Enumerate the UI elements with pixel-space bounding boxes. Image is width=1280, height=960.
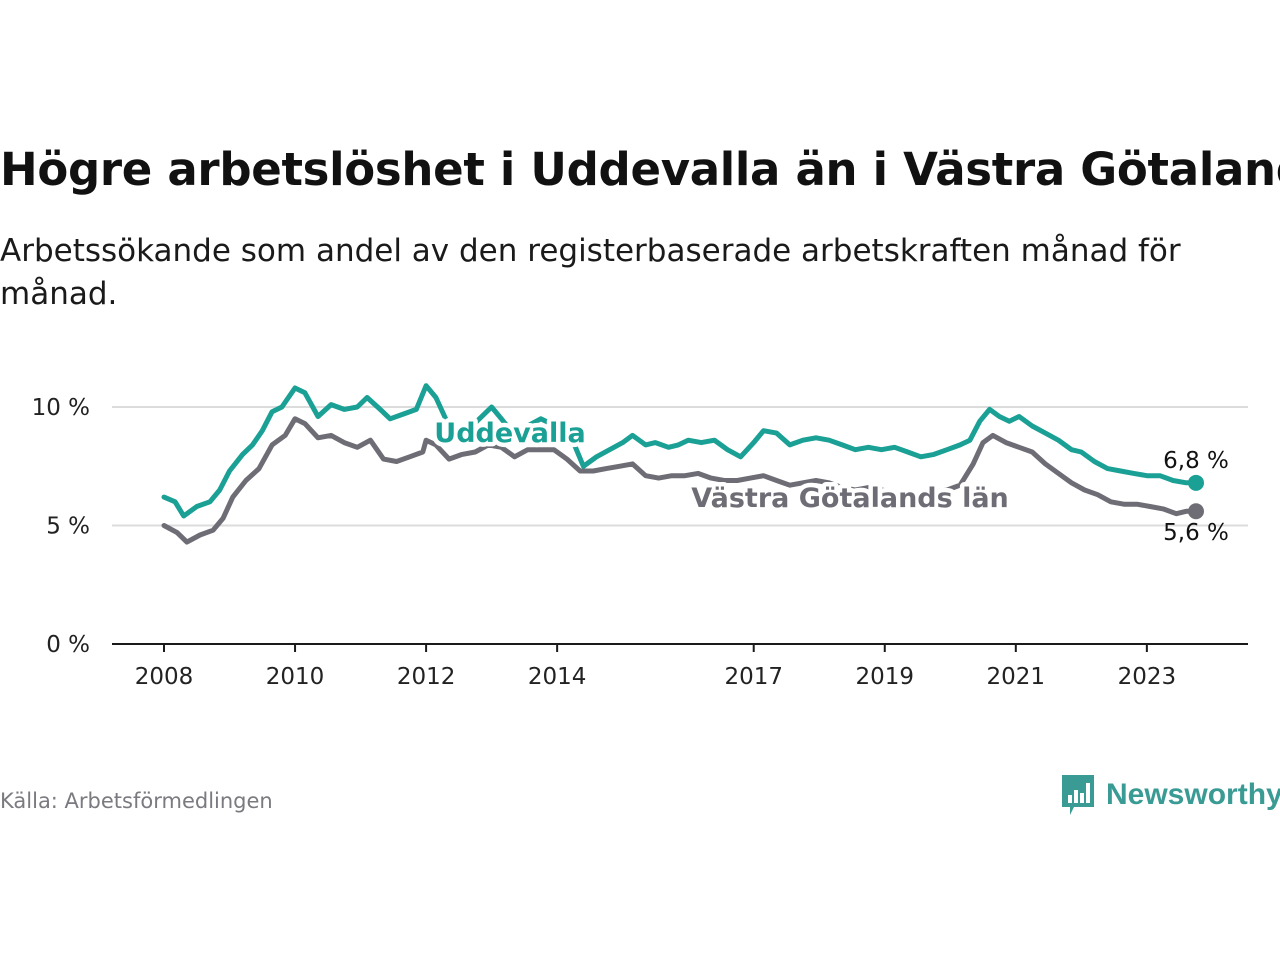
y-tick-label: 0 % — [46, 632, 90, 658]
brand-name: Newsworthy — [1106, 778, 1280, 811]
y-axis-ticks: 0 % 5 % 10 % — [32, 395, 90, 658]
y-tick-label: 5 % — [46, 514, 90, 540]
newsworthy-brand: Newsworthy — [1060, 772, 1280, 818]
source-note: Källa: Arbetsförmedlingen — [0, 789, 273, 813]
x-axis-ticks: 2008 2010 2012 2014 2017 2019 2021 2023 — [135, 644, 1176, 690]
x-tick-label: 2021 — [987, 664, 1046, 690]
series-label-vastra-gotaland: Västra Götalands län — [691, 483, 1009, 514]
series-line-uddevalla — [161, 383, 1199, 519]
x-tick-label: 2023 — [1118, 664, 1177, 690]
x-tick-label: 2010 — [266, 664, 325, 690]
end-value-uddevalla: 6,8 % — [1163, 448, 1229, 474]
series-lines — [161, 383, 1204, 545]
x-tick-label: 2008 — [135, 664, 194, 690]
line-chart: 0 %5 %10 % 2008 2010 2012 2014 2017 2019 2021 2… — [32, 383, 1248, 690]
series-labels: Uddevalla Västra Götalands län 6,8 % 5,6… — [430, 414, 1229, 547]
x-tick-label: 2012 — [397, 664, 456, 690]
end-value-vastra-gotaland: 5,6 % — [1163, 520, 1229, 546]
x-tick-label: 2017 — [724, 664, 783, 690]
gridlines — [112, 406, 1248, 527]
y-tick-label: 10 % — [32, 395, 90, 421]
series-label-uddevalla: Uddevalla — [434, 418, 585, 449]
chart-subtitle: Arbetssökande som andel av den registerb… — [0, 233, 1181, 312]
end-point-uddevalla — [1188, 474, 1204, 491]
x-tick-label: 2019 — [855, 664, 914, 690]
x-tick-label: 2014 — [528, 664, 587, 690]
chart-title: Högre arbetslöshet i Uddevalla än i Väst… — [0, 143, 1280, 196]
series-line-vastra-gotaland — [161, 416, 1199, 545]
end-point-vastra-gotaland — [1188, 503, 1204, 520]
newsworthy-logo-icon — [1062, 775, 1094, 815]
